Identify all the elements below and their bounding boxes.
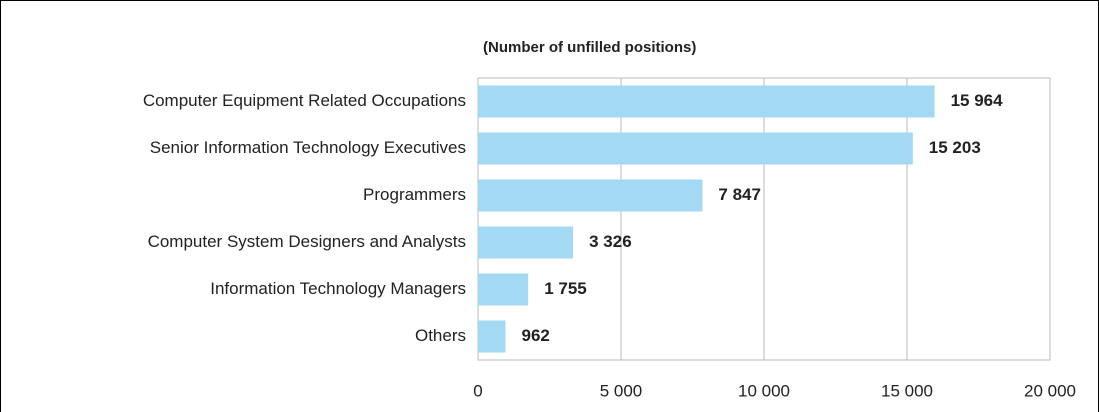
- y-tick-label: Computer Equipment Related Occupations: [143, 91, 466, 110]
- bar: [478, 226, 574, 259]
- x-tick-label: 0: [473, 381, 482, 400]
- value-label: 15 964: [951, 91, 1004, 110]
- y-tick-label: Programmers: [363, 185, 466, 204]
- x-tick-label: 15 000: [881, 381, 933, 400]
- value-label: 962: [522, 326, 550, 345]
- x-tick-label: 20 000: [1024, 381, 1076, 400]
- value-label: 1 755: [544, 279, 587, 298]
- bar: [478, 132, 913, 165]
- y-tick-label: Computer System Designers and Analysts: [148, 232, 466, 251]
- y-tick-label: Senior Information Technology Executives: [150, 138, 466, 157]
- value-label: 7 847: [718, 185, 761, 204]
- bar: [478, 273, 529, 306]
- chart-subtitle: (Number of unfilled positions): [483, 39, 696, 56]
- bar: [478, 179, 703, 212]
- x-tick-label: 10 000: [738, 381, 790, 400]
- y-tick-label: Others: [415, 326, 466, 345]
- bar: [478, 85, 935, 118]
- x-tick-label: 5 000: [600, 381, 643, 400]
- y-tick-label: Information Technology Managers: [210, 279, 466, 298]
- value-label: 3 326: [589, 232, 632, 251]
- value-label: 15 203: [929, 138, 981, 157]
- bar: [478, 320, 506, 353]
